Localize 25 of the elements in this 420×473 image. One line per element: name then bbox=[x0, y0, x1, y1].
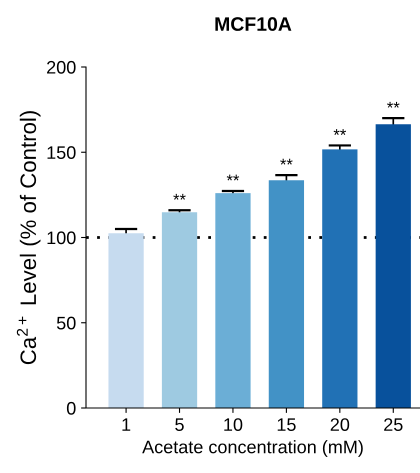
x-tick-label: 15 bbox=[278, 418, 296, 431]
bar bbox=[108, 233, 144, 408]
annotation: ** bbox=[280, 158, 293, 165]
annotation: ** bbox=[226, 174, 240, 180]
y-tick-label: 200 bbox=[47, 60, 76, 74]
bar bbox=[215, 193, 251, 408]
y-tick-label: 50 bbox=[56, 316, 76, 330]
x-axis-title: Acetate concentration (mM) bbox=[142, 440, 363, 457]
bar bbox=[322, 149, 358, 408]
y-axis-title: Ca$^{2+}$ Level (% of Control) bbox=[16, 111, 41, 364]
y-tick-label: 0 bbox=[66, 402, 76, 415]
y-tick-label: 150 bbox=[48, 146, 76, 159]
x-tick-label: 10 bbox=[224, 418, 242, 431]
annotation: ** bbox=[334, 129, 346, 135]
chart-title: MCF10A bbox=[215, 17, 292, 31]
annotation: ** bbox=[173, 194, 186, 200]
y-tick-label: 100 bbox=[48, 231, 76, 244]
x-tick-label: 25 bbox=[384, 418, 403, 431]
x-tick-label: 5 bbox=[175, 418, 184, 431]
x-tick-label: 20 bbox=[330, 418, 350, 431]
bar bbox=[376, 124, 411, 408]
annotation: ** bbox=[387, 102, 400, 108]
bar bbox=[268, 180, 304, 408]
bar bbox=[162, 212, 198, 408]
x-tick-label: 1 bbox=[122, 418, 130, 431]
